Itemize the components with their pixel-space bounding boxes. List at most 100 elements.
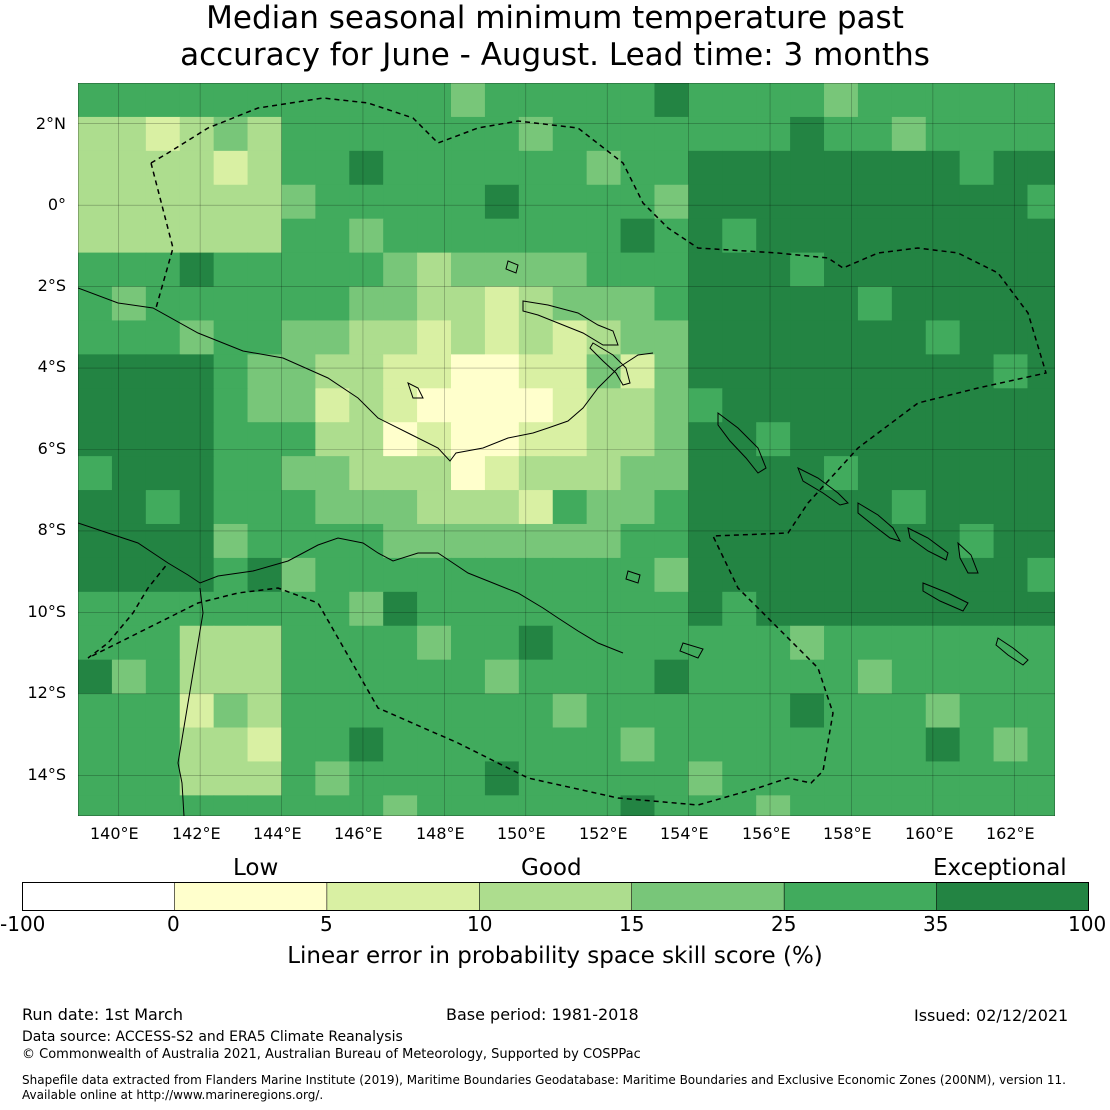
grid-cell	[620, 354, 656, 389]
grid-cell	[824, 625, 859, 661]
grid-cell	[891, 116, 927, 152]
grid-cell	[315, 456, 350, 491]
grid-cell	[78, 422, 113, 457]
grid-cell	[349, 659, 384, 695]
grid-cell	[959, 422, 995, 457]
grid-cell	[247, 727, 283, 763]
grid-cell	[824, 693, 859, 729]
grid-cell	[959, 761, 995, 796]
grid-cell	[484, 422, 520, 457]
grid-cell	[111, 83, 147, 118]
grid-cell	[315, 218, 350, 254]
grid-cell	[111, 184, 147, 220]
grid-cell	[213, 795, 249, 816]
solomon-island-6	[995, 637, 1029, 666]
grid-cell	[620, 83, 656, 118]
grid-cell	[247, 286, 283, 322]
grid-cell	[179, 354, 215, 389]
grid-cell	[213, 286, 249, 322]
skill-score-grid	[78, 83, 1055, 816]
grid-cell	[213, 218, 249, 254]
grid-cell	[111, 354, 147, 389]
grid-cell	[993, 252, 1029, 288]
grid-cell	[213, 83, 249, 118]
colorbar	[22, 882, 1089, 911]
grid-cell	[349, 422, 384, 457]
grid-cell	[688, 456, 723, 491]
grid-cell	[281, 795, 316, 816]
grid-cell	[925, 218, 961, 254]
grid-cell	[213, 354, 249, 389]
lat-tick-2s: 2°S	[37, 276, 66, 295]
grid-cell	[925, 761, 961, 796]
issued-date: Issued: 02/12/2021	[914, 1006, 1069, 1025]
grid-cell	[959, 320, 995, 355]
grid-cell	[518, 523, 554, 559]
grid-cell	[281, 659, 316, 695]
grid-cell	[417, 761, 452, 796]
grid-cell	[349, 727, 384, 763]
grid-cell	[179, 490, 215, 525]
grid-cell	[722, 523, 757, 559]
grid-cell	[552, 83, 588, 118]
grid-cell	[857, 761, 893, 796]
grid-cell	[993, 286, 1029, 322]
grid-cell	[722, 354, 757, 389]
grid-cell	[247, 625, 283, 661]
grid-cell	[552, 422, 588, 457]
grid-cell	[78, 116, 113, 152]
grid-cell	[688, 727, 723, 763]
grid-cell	[383, 591, 418, 627]
grid-cell	[857, 83, 893, 118]
grid-cell	[1027, 354, 1055, 389]
grid-cell	[213, 659, 249, 695]
grid-cell	[993, 557, 1029, 593]
grid-cell	[383, 693, 418, 729]
grid-cell	[518, 625, 554, 661]
grid-cell	[315, 795, 350, 816]
grid-cell	[145, 693, 181, 729]
grid-cell	[993, 320, 1029, 355]
grid-cell	[891, 625, 927, 661]
grid-cell	[179, 218, 215, 254]
coastlines	[78, 260, 1029, 816]
grid-cell	[145, 320, 181, 355]
grid-cell	[722, 761, 757, 796]
grid-cell	[959, 184, 995, 220]
grid-cell	[179, 727, 215, 763]
lon-tick-152e: 152°E	[579, 824, 628, 843]
solomon-island-5	[922, 582, 969, 612]
grid-cell	[417, 490, 452, 525]
grid-cell	[857, 456, 893, 491]
grid-cell	[993, 761, 1029, 796]
lat-tick-4s: 4°S	[37, 357, 66, 376]
grid-cell	[451, 693, 486, 729]
colorbar-cell	[22, 882, 175, 911]
grid-cell	[78, 150, 113, 186]
grid-cell	[993, 693, 1029, 729]
grid-cell	[620, 150, 656, 186]
grid-cell	[247, 320, 283, 355]
grid-cell	[145, 761, 181, 796]
grid-cell	[451, 625, 486, 661]
lon-tick-162e: 162°E	[986, 824, 1035, 843]
grid-cell	[111, 116, 147, 152]
grid-cell	[349, 252, 384, 288]
grid-cell	[586, 591, 622, 627]
grid-cell	[281, 557, 316, 593]
grid-cell	[247, 795, 283, 816]
grid-cell	[179, 761, 215, 796]
grid-cell	[654, 523, 689, 559]
grid-cell	[78, 490, 113, 525]
grid-cell	[1027, 693, 1055, 729]
grid-cell	[857, 795, 893, 816]
grid-cell	[281, 523, 316, 559]
grid-cell	[518, 761, 554, 796]
grid-cell	[790, 286, 825, 322]
grid-cell	[518, 591, 554, 627]
grid-cell	[790, 388, 825, 423]
grid-cell	[620, 286, 656, 322]
cape-york-coast	[177, 587, 204, 816]
grid-cell	[756, 523, 791, 559]
grid-cell	[586, 218, 622, 254]
